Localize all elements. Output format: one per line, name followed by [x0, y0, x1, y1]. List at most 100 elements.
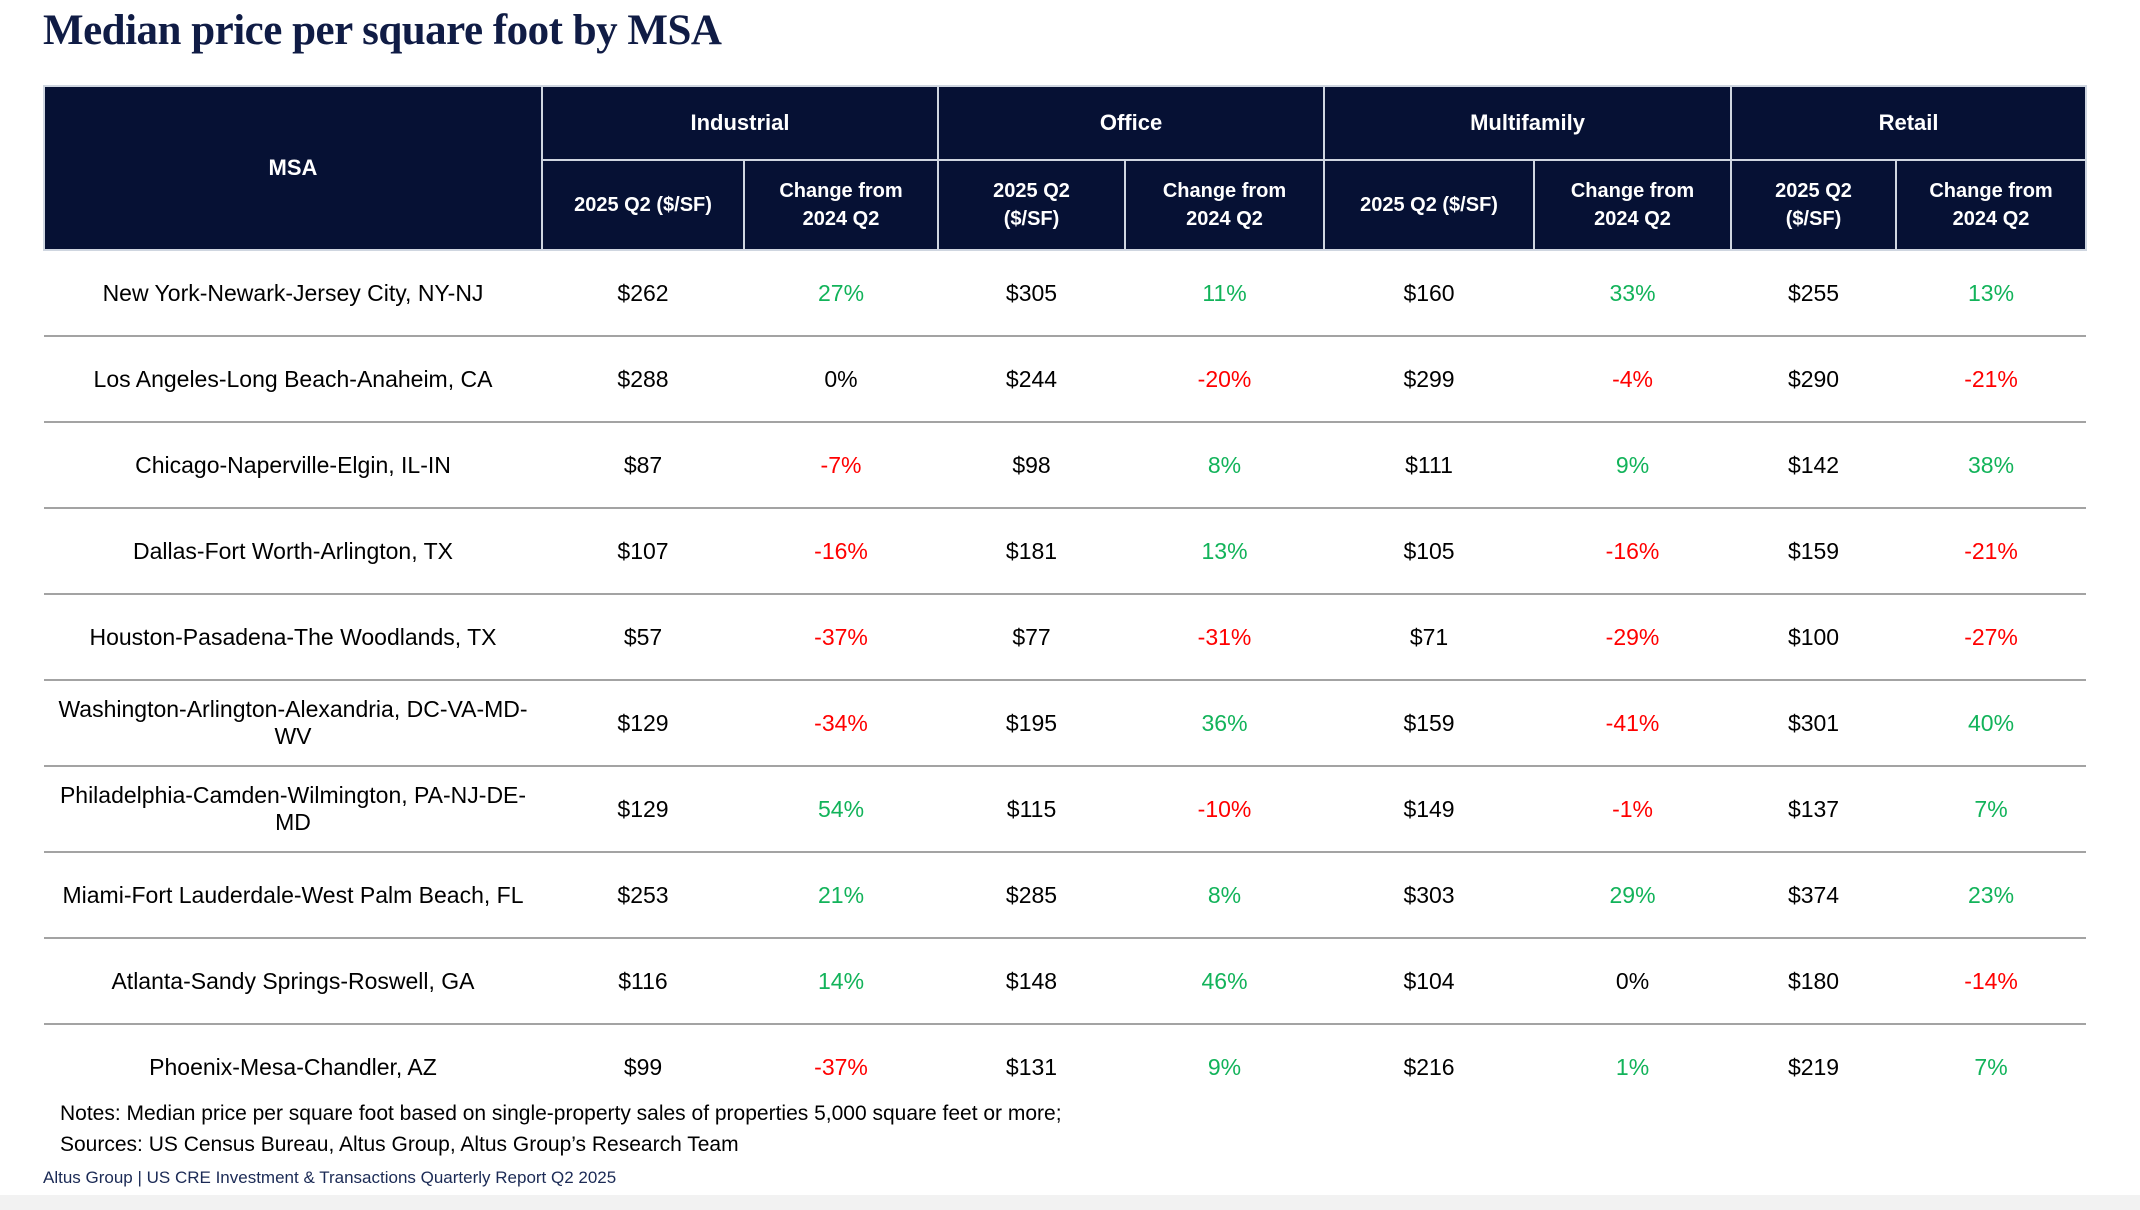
office-price-cell: $305 — [938, 250, 1126, 337]
office-change-cell: -20% — [1125, 336, 1325, 423]
industrial-change-cell: 27% — [744, 250, 939, 337]
table-row: Miami-Fort Lauderdale-West Palm Beach, F… — [44, 852, 2087, 939]
table-header: MSA Industrial Office Multifamily Retail… — [43, 85, 2088, 251]
msa-cell: New York-Newark-Jersey City, NY-NJ — [44, 250, 542, 337]
multifamily-change-cell: 33% — [1534, 250, 1732, 337]
industrial-change-cell: 54% — [744, 766, 939, 853]
group-header-office: Office — [937, 85, 1326, 161]
industrial-change-cell: 0% — [744, 336, 939, 423]
office-change-cell: 36% — [1125, 680, 1325, 767]
multifamily-change-cell: -41% — [1534, 680, 1732, 767]
multifamily-price-cell: $299 — [1324, 336, 1535, 423]
multifamily-price-cell: $159 — [1324, 680, 1535, 767]
bottom-strip — [0, 1195, 2140, 1210]
msa-column-header: MSA — [43, 85, 543, 251]
industrial-change-cell: -34% — [744, 680, 939, 767]
industrial-change-cell: -16% — [744, 508, 939, 595]
office-price-cell: $285 — [938, 852, 1126, 939]
retail-change-cell: -21% — [1896, 336, 2087, 423]
table-row: Houston-Pasadena-The Woodlands, TX $57 -37… — [44, 594, 2087, 681]
retail-price-cell: $374 — [1731, 852, 1897, 939]
retail-change-cell: 23% — [1896, 852, 2087, 939]
industrial-price-cell: $129 — [542, 766, 744, 853]
retail-change-cell: 7% — [1896, 1024, 2087, 1109]
industrial-change-cell: -37% — [744, 594, 939, 681]
table-row: Phoenix-Mesa-Chandler, AZ $99 -37% $131 9% $2… — [44, 1024, 2087, 1109]
table-body: New York-Newark-Jersey City, NY-NJ $262 27… — [44, 250, 2087, 1109]
msa-cell: Atlanta-Sandy Springs-Roswell, GA — [44, 938, 542, 1025]
office-price-cell: $98 — [938, 422, 1126, 509]
retail-change-cell: -21% — [1896, 508, 2087, 595]
industrial-change-cell: -7% — [744, 422, 939, 509]
multifamily-price-cell: $216 — [1324, 1024, 1535, 1109]
table-row: Atlanta-Sandy Springs-Roswell, GA $116 14%… — [44, 938, 2087, 1025]
retail-price-header: 2025 Q2 ($/SF) — [1730, 159, 1898, 251]
retail-price-cell: $219 — [1731, 1024, 1897, 1109]
office-price-cell: $115 — [938, 766, 1126, 853]
multifamily-change-cell: 0% — [1534, 938, 1732, 1025]
retail-price-cell: $301 — [1731, 680, 1897, 767]
msa-cell: Los Angeles-Long Beach-Anaheim, CA — [44, 336, 542, 423]
office-price-header: 2025 Q2 ($/SF) — [937, 159, 1127, 251]
office-price-cell: $148 — [938, 938, 1126, 1025]
office-price-cell: $181 — [938, 508, 1126, 595]
office-change-cell: 8% — [1125, 852, 1325, 939]
retail-price-cell: $100 — [1731, 594, 1897, 681]
group-header-retail: Retail — [1730, 85, 2088, 161]
retail-price-cell: $255 — [1731, 250, 1897, 337]
industrial-price-cell: $87 — [542, 422, 744, 509]
office-price-cell: $195 — [938, 680, 1126, 767]
msa-cell: Phoenix-Mesa-Chandler, AZ — [44, 1024, 542, 1109]
multifamily-price-cell: $105 — [1324, 508, 1535, 595]
msa-cell: Houston-Pasadena-The Woodlands, TX — [44, 594, 542, 681]
office-change-header: Change from 2024 Q2 — [1124, 159, 1326, 251]
office-change-cell: 46% — [1125, 938, 1325, 1025]
industrial-price-cell: $57 — [542, 594, 744, 681]
industrial-price-cell: $129 — [542, 680, 744, 767]
multifamily-change-cell: -29% — [1534, 594, 1732, 681]
retail-price-cell: $290 — [1731, 336, 1897, 423]
industrial-price-cell: $262 — [542, 250, 744, 337]
multifamily-change-cell: -16% — [1534, 508, 1732, 595]
notes-block: Notes: Median price per square foot base… — [60, 1098, 1062, 1160]
table-row: Philadelphia-Camden-Wilmington, PA-NJ-DE… — [44, 766, 2087, 853]
office-price-cell: $77 — [938, 594, 1126, 681]
msa-cell: Washington-Arlington-Alexandria, DC-VA-M… — [44, 680, 542, 767]
multifamily-price-cell: $111 — [1324, 422, 1535, 509]
table-row: Chicago-Naperville-Elgin, IL-IN $87 -7% $98… — [44, 422, 2087, 509]
table-row: Washington-Arlington-Alexandria, DC-VA-M… — [44, 680, 2087, 767]
retail-change-cell: 7% — [1896, 766, 2087, 853]
multifamily-price-cell: $160 — [1324, 250, 1535, 337]
industrial-price-cell: $116 — [542, 938, 744, 1025]
office-price-cell: $131 — [938, 1024, 1126, 1109]
multifamily-change-cell: 9% — [1534, 422, 1732, 509]
msa-price-table: MSA Industrial Office Multifamily Retail… — [43, 85, 2088, 1109]
office-price-cell: $244 — [938, 336, 1126, 423]
industrial-price-cell: $253 — [542, 852, 744, 939]
industrial-change-cell: 14% — [744, 938, 939, 1025]
retail-price-cell: $137 — [1731, 766, 1897, 853]
retail-price-cell: $159 — [1731, 508, 1897, 595]
table-row: Dallas-Fort Worth-Arlington, TX $107 -16% $… — [44, 508, 2087, 595]
msa-cell: Miami-Fort Lauderdale-West Palm Beach, F… — [44, 852, 542, 939]
industrial-change-header: Change from 2024 Q2 — [742, 159, 940, 251]
office-change-cell: 11% — [1125, 250, 1325, 337]
group-header-multifamily: Multifamily — [1323, 85, 1733, 161]
sources-line: Sources: US Census Bureau, Altus Group, … — [60, 1133, 739, 1156]
page-title: Median price per square foot by MSA — [43, 7, 722, 54]
office-change-cell: 9% — [1125, 1024, 1325, 1109]
multifamily-price-header: 2025 Q2 ($/SF) — [1323, 159, 1536, 251]
multifamily-change-cell: 29% — [1534, 852, 1732, 939]
multifamily-price-cell: $303 — [1324, 852, 1535, 939]
industrial-price-cell: $107 — [542, 508, 744, 595]
multifamily-price-cell: $71 — [1324, 594, 1535, 681]
retail-price-cell: $142 — [1731, 422, 1897, 509]
office-change-cell: 13% — [1125, 508, 1325, 595]
table-row: New York-Newark-Jersey City, NY-NJ $262 27… — [44, 250, 2087, 337]
office-change-cell: -31% — [1125, 594, 1325, 681]
industrial-price-header: 2025 Q2 ($/SF) — [541, 159, 745, 251]
multifamily-change-cell: 1% — [1534, 1024, 1732, 1109]
multifamily-change-cell: -1% — [1534, 766, 1732, 853]
group-header-industrial: Industrial — [540, 85, 940, 161]
retail-change-cell: 13% — [1896, 250, 2087, 337]
